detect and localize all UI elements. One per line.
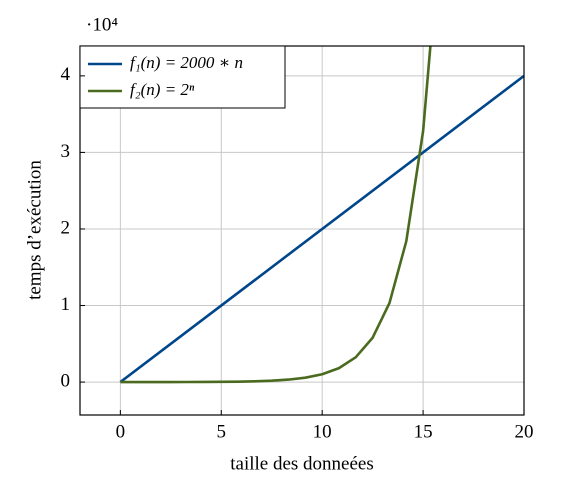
- y-tick-label: 4: [61, 64, 71, 85]
- y-tick-label: 3: [61, 141, 71, 162]
- x-tick-label: 5: [217, 421, 227, 442]
- y-tick-label: 1: [61, 294, 71, 315]
- plot-frame: [79, 45, 525, 416]
- series-line: [120, 46, 432, 384]
- y-axis-label: temps d’exécution: [24, 160, 45, 300]
- x-tick-label: 15: [414, 421, 433, 442]
- x-tick-label: 10: [313, 421, 332, 442]
- legend-label: f₁(n) = 2000 ∗ n: [130, 53, 243, 72]
- y-tick-label: 0: [61, 370, 71, 391]
- legend-box: [79, 45, 286, 109]
- x-tick-label: 20: [515, 421, 534, 442]
- legend-label: f₂(n) = 2ⁿ: [130, 80, 195, 99]
- y-tick-label: 2: [61, 217, 71, 238]
- y-multiplier: ·10⁴: [86, 14, 118, 35]
- x-tick-label: 0: [116, 421, 126, 442]
- series-line: [119, 74, 524, 384]
- x-axis-label: taille des donneées: [230, 453, 374, 474]
